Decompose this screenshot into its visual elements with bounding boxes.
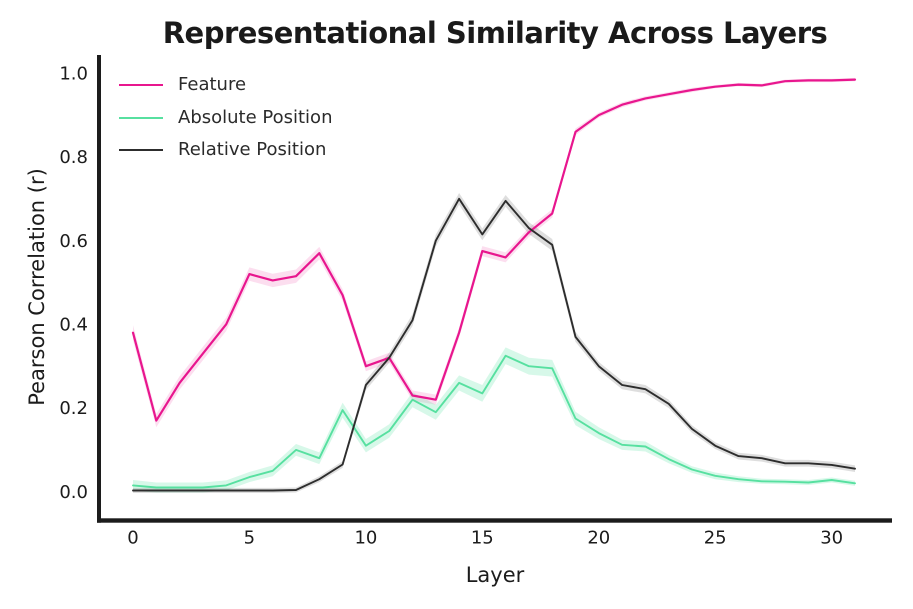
legend-label-relative-position: Relative Position [178, 139, 327, 161]
legend-line-absolute-position [119, 116, 163, 119]
legend-item-relative-position: Relative Position [119, 134, 332, 167]
legend-line-relative-position [119, 149, 163, 152]
x-tick-label: 25 [704, 528, 727, 549]
x-axis-spine [97, 518, 892, 523]
legend-label-feature: Feature [178, 74, 247, 96]
x-tick-label: 30 [820, 528, 843, 549]
legend-line-feature [119, 84, 163, 87]
y-tick-label: 0.8 [59, 147, 88, 168]
line-relative-position [132, 197, 856, 492]
y-tick-label: 0.2 [59, 398, 88, 419]
x-tick-label: 5 [244, 528, 255, 549]
x-axis-label: Layer [465, 563, 525, 587]
y-tick-label: 0.4 [59, 315, 88, 336]
chart-title: Representational Similarity Across Layer… [162, 16, 828, 50]
x-tick-label: 0 [127, 528, 138, 549]
legend-label-absolute-position: Absolute Position [178, 106, 333, 128]
band-relative-position [133, 193, 855, 493]
y-tick-label: 0.6 [59, 231, 88, 252]
x-tick-label: 20 [587, 528, 610, 549]
y-tick-label: 1.0 [59, 64, 88, 85]
line-absolute-position [132, 354, 856, 489]
y-tick-label: 0.0 [59, 482, 88, 503]
x-tick-label: 10 [354, 528, 377, 549]
band-absolute-position [133, 347, 855, 493]
legend-item-feature: Feature [119, 69, 332, 102]
legend: Feature Absolute Position Relative Posit… [119, 69, 332, 167]
y-axis-spine [97, 55, 101, 523]
line-feature [131, 78, 857, 422]
legend-item-absolute-position: Absolute Position [119, 102, 332, 135]
x-tick-label: 15 [471, 528, 494, 549]
y-axis-label: Pearson Correlation (r) [25, 168, 49, 406]
band-feature [133, 77, 855, 428]
